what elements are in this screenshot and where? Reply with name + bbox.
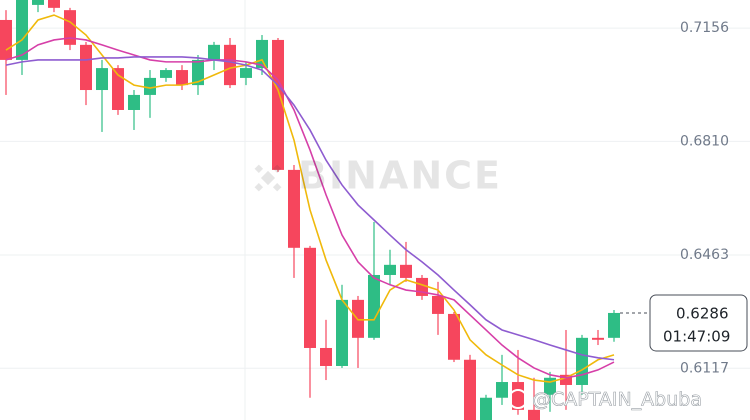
candle-body (512, 382, 524, 410)
credit-text: @CAPTAIN_Abuba (532, 389, 702, 411)
candle-body (160, 70, 172, 78)
watermark: BINANCE (254, 154, 502, 198)
candle-body (576, 337, 588, 385)
candle-body (336, 299, 348, 366)
candle-body (208, 44, 220, 60)
y-tick-label: 0.6117 (680, 360, 729, 376)
credit: @CAPTAIN_Abuba (508, 388, 702, 411)
ma-line (5, 56, 615, 361)
candle-body (80, 44, 92, 91)
candle-body (112, 68, 124, 110)
candle-body (16, 0, 28, 60)
candle-body (48, 0, 60, 8)
candle-body (144, 77, 156, 95)
candle-body (496, 382, 508, 398)
candle-body (0, 19, 12, 60)
candle-body (592, 337, 604, 340)
candle-body (128, 94, 140, 110)
candle-body (64, 10, 76, 45)
candle-body (480, 397, 492, 420)
candle-body (192, 59, 204, 86)
candle-body (304, 247, 316, 348)
candle-body (32, 0, 44, 5)
ma-line (5, 14, 615, 383)
y-tick-label: 0.7156 (680, 20, 729, 36)
last-price: 0.6286 (676, 304, 729, 322)
candle-body (320, 347, 332, 366)
candle-body (288, 169, 300, 248)
candle-body (176, 70, 188, 86)
candle-body (560, 374, 572, 385)
candle-body (240, 68, 252, 78)
y-tick-label: 0.6810 (680, 133, 729, 149)
candle-body (528, 409, 540, 420)
watermark-text: BINANCE (298, 154, 502, 198)
candle-body (464, 359, 476, 420)
grid (0, 27, 750, 369)
candle-body (272, 39, 284, 170)
candle-body (96, 68, 108, 91)
candle-body (448, 313, 460, 360)
price-box (649, 294, 748, 352)
y-tick-label: 0.6463 (680, 247, 729, 263)
candle-body (400, 264, 412, 278)
candle-body (224, 44, 236, 86)
candle-body (368, 274, 380, 338)
ma-line (5, 37, 615, 379)
candle-body (608, 312, 620, 338)
countdown: 01:47:09 (663, 327, 730, 345)
candle-body (384, 264, 396, 275)
candle-body (432, 295, 444, 314)
moving-averages (5, 14, 615, 383)
